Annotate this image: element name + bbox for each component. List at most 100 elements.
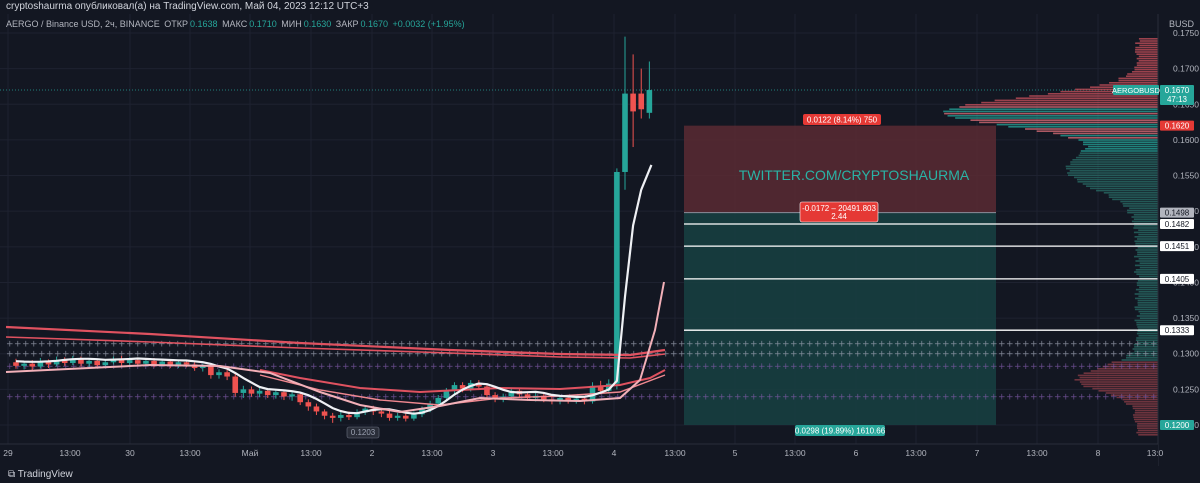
volume-bar — [1138, 295, 1158, 297]
band-mark: + — [158, 392, 166, 402]
candle-body — [208, 366, 214, 375]
band-mark: + — [1142, 392, 1150, 402]
volume-bar — [1078, 181, 1158, 183]
band-mark: + — [302, 350, 310, 360]
band-mark: + — [958, 340, 966, 350]
band-mark: + — [1142, 362, 1150, 372]
volume-bar — [1131, 216, 1158, 218]
red-level-tag-text: 0.1620 — [1165, 122, 1190, 131]
band-mark: + — [774, 392, 782, 402]
band-mark: + — [646, 362, 654, 372]
volume-bar — [1078, 375, 1158, 377]
band-mark: + — [1102, 350, 1110, 360]
band-mark: + — [670, 350, 678, 360]
volume-bar — [1137, 284, 1158, 286]
current-price-text: 0.1670 — [1165, 86, 1190, 95]
band-mark: + — [782, 392, 790, 402]
band-mark: + — [854, 392, 862, 402]
countdown-text: 47:13 — [1167, 95, 1188, 104]
volume-bar — [1096, 190, 1158, 192]
band-mark: + — [334, 362, 342, 372]
band-mark: + — [846, 362, 854, 372]
level-4-tag[interactable]: 0.1333 — [1160, 325, 1194, 335]
band-mark: + — [702, 350, 710, 360]
volume-bar — [1083, 386, 1158, 388]
time-tick-label: 4 — [612, 448, 617, 458]
volume-bar — [1135, 69, 1158, 71]
band-mark: + — [1022, 350, 1030, 360]
volume-bar — [1133, 416, 1158, 418]
candle-body — [630, 94, 636, 112]
level-3-tag[interactable]: 0.1405 — [1160, 274, 1194, 284]
band-mark: + — [438, 362, 446, 372]
band-mark: + — [774, 340, 782, 350]
band-mark: + — [726, 392, 734, 402]
band-mark: + — [294, 362, 302, 372]
time-axis[interactable]: 29 13:00 30 13:00 Май 13:00 2 13:00 3 13:00 4 13:00… — [0, 444, 1164, 466]
candle-body — [647, 90, 653, 113]
volume-bar — [1123, 205, 1158, 207]
band-mark: + — [54, 392, 62, 402]
band-mark: + — [22, 392, 30, 402]
band-mark: + — [990, 340, 998, 350]
volume-bar — [995, 100, 1158, 102]
high-label: МАКС — [222, 19, 247, 29]
band-mark: + — [998, 392, 1006, 402]
band-mark: + — [710, 362, 718, 372]
band-mark: + — [558, 362, 566, 372]
level-2-tag[interactable]: 0.1451 — [1160, 241, 1194, 251]
volume-bar — [1137, 315, 1158, 317]
red-level-tag[interactable]: 0.1620 — [1160, 121, 1194, 131]
band-mark: + — [1118, 340, 1126, 350]
band-mark: + — [1094, 350, 1102, 360]
band-mark: + — [166, 350, 174, 360]
symbol-name[interactable]: AERGO / Binance USD, 2ч, BINANCE — [6, 19, 160, 29]
volume-bar — [1138, 300, 1158, 302]
band-mark: + — [774, 362, 782, 372]
volume-bar — [1135, 410, 1158, 412]
target-price-tag[interactable]: 0.1200 — [1160, 420, 1194, 430]
level-1-tag[interactable]: 0.1482 — [1160, 219, 1194, 229]
volume-bar — [1136, 432, 1158, 434]
band-mark: + — [910, 392, 918, 402]
band-mark: + — [174, 350, 182, 360]
band-mark: + — [38, 340, 46, 350]
band-mark: + — [1150, 340, 1158, 350]
risk-reward-line2: 2.44 — [831, 212, 847, 221]
volume-bar — [1139, 276, 1158, 278]
band-mark: + — [454, 362, 462, 372]
band-mark: + — [1094, 340, 1102, 350]
band-mark: + — [486, 340, 494, 350]
entry-price-tag[interactable]: 0.1498 — [1160, 208, 1194, 218]
candle-body — [444, 391, 450, 398]
band-mark: + — [1078, 392, 1086, 402]
band-mark: + — [598, 340, 606, 350]
candle-body — [346, 415, 352, 417]
volume-bar — [1135, 320, 1158, 322]
band-mark: + — [590, 362, 598, 372]
band-mark: + — [742, 340, 750, 350]
band-mark: + — [814, 340, 822, 350]
tradingview-logo[interactable]: ⧉ TradingView — [8, 469, 73, 480]
volume-bar — [1138, 434, 1158, 436]
band-mark: + — [982, 392, 990, 402]
band-mark: + — [990, 350, 998, 360]
volume-bar — [1135, 298, 1158, 300]
band-mark: + — [1126, 350, 1134, 360]
stop-label: 0.0122 (8.14%) 750 — [803, 114, 881, 125]
band-mark: + — [214, 392, 222, 402]
band-mark: + — [670, 340, 678, 350]
band-mark: + — [838, 340, 846, 350]
band-mark: + — [198, 350, 206, 360]
band-mark: + — [478, 362, 486, 372]
band-mark: + — [494, 362, 502, 372]
band-mark: + — [6, 350, 14, 360]
candle-body — [216, 372, 222, 375]
volume-bar — [1067, 172, 1158, 174]
band-mark: + — [1014, 392, 1022, 402]
band-mark: + — [822, 392, 830, 402]
band-mark: + — [934, 392, 942, 402]
candle-body — [135, 360, 141, 364]
band-mark: + — [1014, 340, 1022, 350]
